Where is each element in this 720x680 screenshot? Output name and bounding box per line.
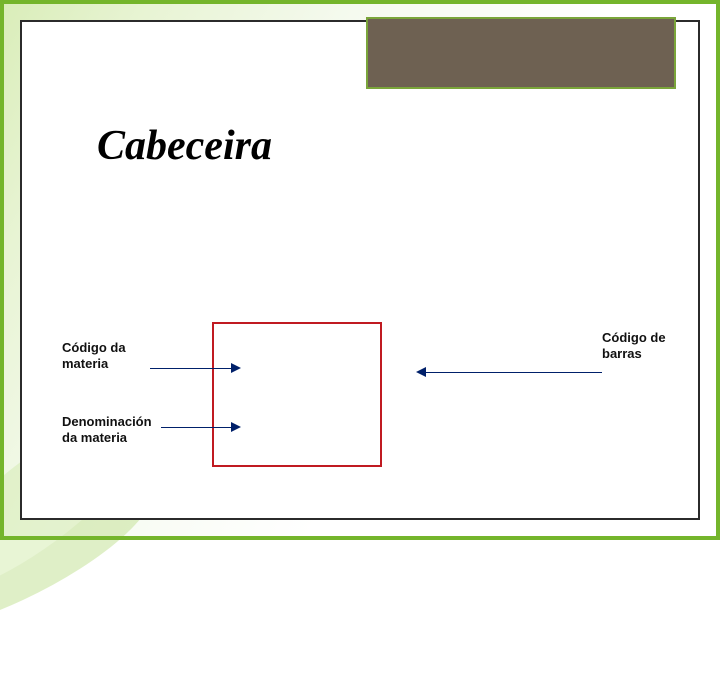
inner-black-border: Cabeceira Código damateria Denominaciónd… xyxy=(20,20,700,520)
top-brown-box xyxy=(366,17,676,89)
arrow_codigo_materia-line xyxy=(150,368,232,369)
arrow_denominacion-head xyxy=(231,422,241,432)
arrow_denominacion-line xyxy=(161,427,232,428)
label-codigo-barras: Código debarras xyxy=(602,330,666,363)
arrow_codigo_materia-head xyxy=(231,363,241,373)
label-text: Código damateria xyxy=(62,340,126,371)
page-title: Cabeceira xyxy=(97,122,272,170)
center-red-box xyxy=(212,322,382,467)
label-codigo-materia: Código damateria xyxy=(62,340,126,373)
label-text: Código debarras xyxy=(602,330,666,361)
arrow_barras-head xyxy=(416,367,426,377)
label-text: Denominaciónda materia xyxy=(62,414,152,445)
arrow_barras-line xyxy=(425,372,602,373)
label-denominacion-materia: Denominaciónda materia xyxy=(62,414,152,447)
